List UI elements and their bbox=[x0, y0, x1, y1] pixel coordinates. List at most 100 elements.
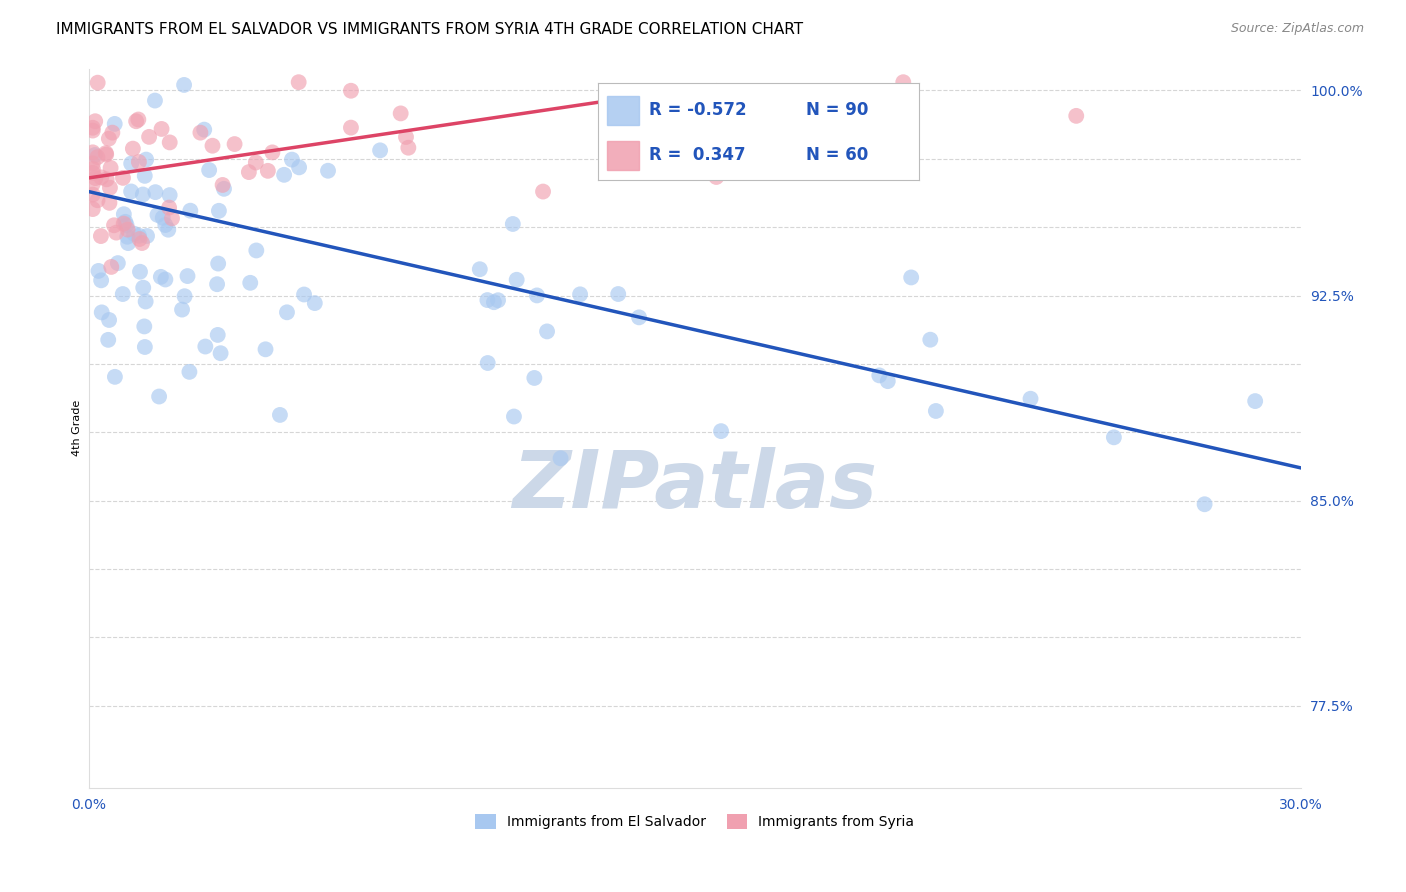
Point bbox=[155, 218, 177, 232]
Point bbox=[96, 172, 118, 186]
Point bbox=[117, 222, 139, 236]
Point bbox=[292, 287, 315, 301]
Point bbox=[925, 404, 948, 418]
Point bbox=[115, 219, 138, 233]
Point bbox=[136, 229, 159, 244]
Point bbox=[132, 281, 155, 295]
Point bbox=[368, 144, 391, 158]
Text: ZIPatlas: ZIPatlas bbox=[512, 447, 877, 524]
Point bbox=[1019, 392, 1042, 406]
Point bbox=[134, 169, 156, 183]
Point bbox=[340, 120, 363, 135]
Point bbox=[876, 374, 898, 388]
Point bbox=[194, 339, 217, 353]
Point bbox=[526, 288, 548, 302]
Point bbox=[100, 161, 122, 175]
Point bbox=[205, 277, 228, 292]
Point bbox=[86, 150, 108, 164]
Point bbox=[82, 202, 104, 216]
Point bbox=[287, 75, 309, 89]
Point bbox=[682, 138, 704, 153]
Point bbox=[257, 164, 280, 178]
Point bbox=[628, 310, 651, 325]
Point bbox=[173, 78, 195, 92]
Point bbox=[150, 122, 173, 136]
Point bbox=[86, 193, 108, 207]
Point bbox=[486, 293, 509, 308]
Point bbox=[103, 219, 125, 233]
Point bbox=[304, 296, 326, 310]
Point bbox=[159, 188, 181, 202]
Point bbox=[340, 84, 363, 98]
Point bbox=[94, 146, 117, 161]
Point bbox=[245, 155, 267, 169]
Point bbox=[82, 123, 104, 137]
Point bbox=[82, 156, 104, 170]
Point bbox=[117, 236, 139, 251]
Text: Source: ZipAtlas.com: Source: ZipAtlas.com bbox=[1230, 22, 1364, 36]
Point bbox=[98, 195, 121, 210]
Point bbox=[201, 138, 224, 153]
Point bbox=[170, 302, 193, 317]
Point bbox=[129, 265, 152, 279]
Point bbox=[159, 136, 181, 150]
Y-axis label: 4th Grade: 4th Grade bbox=[72, 400, 82, 457]
Point bbox=[84, 148, 107, 162]
Point bbox=[211, 178, 233, 192]
Point bbox=[155, 272, 177, 286]
Point bbox=[160, 211, 183, 226]
Point bbox=[82, 187, 104, 202]
Point bbox=[112, 217, 135, 231]
Point bbox=[128, 232, 150, 246]
Point bbox=[269, 408, 291, 422]
Point bbox=[82, 166, 104, 180]
Point bbox=[104, 117, 127, 131]
Point bbox=[120, 156, 142, 170]
Point bbox=[87, 264, 110, 278]
Point bbox=[104, 369, 127, 384]
Point bbox=[868, 368, 890, 383]
Point bbox=[135, 294, 157, 309]
Point bbox=[148, 390, 170, 404]
Point bbox=[238, 165, 260, 179]
Point bbox=[569, 287, 592, 301]
Point bbox=[505, 273, 527, 287]
Point bbox=[502, 217, 524, 231]
Point bbox=[117, 229, 139, 244]
Point bbox=[112, 207, 135, 221]
Point bbox=[179, 365, 201, 379]
Point bbox=[212, 182, 235, 196]
Point bbox=[536, 325, 558, 339]
Point bbox=[900, 270, 922, 285]
Point bbox=[316, 163, 339, 178]
Point bbox=[245, 244, 267, 258]
Text: IMMIGRANTS FROM EL SALVADOR VS IMMIGRANTS FROM SYRIA 4TH GRADE CORRELATION CHART: IMMIGRANTS FROM EL SALVADOR VS IMMIGRANT… bbox=[56, 22, 803, 37]
Point bbox=[90, 170, 112, 185]
Point bbox=[468, 262, 491, 277]
Point bbox=[157, 201, 180, 215]
Point bbox=[90, 229, 112, 244]
Point bbox=[97, 131, 120, 145]
Point bbox=[105, 226, 128, 240]
Point bbox=[1064, 109, 1087, 123]
Point bbox=[82, 120, 104, 135]
Point bbox=[146, 208, 169, 222]
Point bbox=[288, 161, 311, 175]
Point bbox=[477, 293, 499, 307]
Point bbox=[157, 223, 180, 237]
Point bbox=[254, 343, 277, 357]
Point bbox=[101, 126, 124, 140]
Point bbox=[477, 356, 499, 370]
Point bbox=[111, 287, 134, 301]
Point bbox=[209, 346, 232, 360]
Point bbox=[607, 287, 630, 301]
Point bbox=[1244, 394, 1267, 409]
Point bbox=[503, 409, 526, 424]
Point bbox=[179, 203, 201, 218]
Point bbox=[111, 170, 134, 185]
Point bbox=[1194, 497, 1216, 511]
Point bbox=[143, 94, 166, 108]
Point bbox=[96, 147, 118, 161]
Point bbox=[207, 256, 229, 270]
Point bbox=[90, 305, 112, 319]
